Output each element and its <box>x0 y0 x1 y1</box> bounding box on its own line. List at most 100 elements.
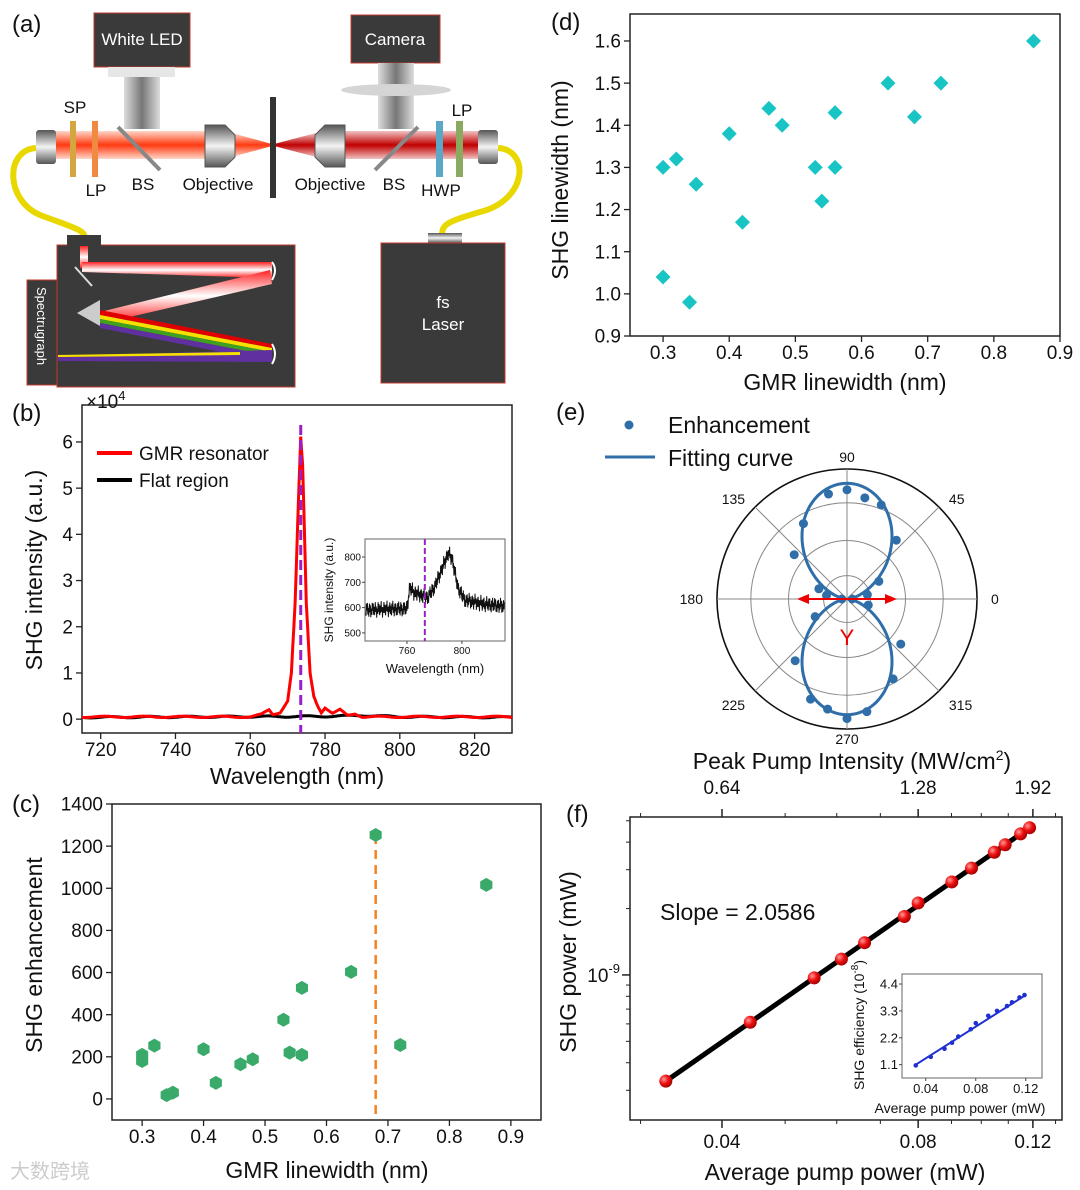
c-data-point <box>234 1057 247 1072</box>
bs-left-label: BS <box>132 175 155 194</box>
c-x-tick-label: 0.4 <box>190 1127 217 1148</box>
f-data-point <box>998 838 1012 852</box>
spectrograph-side-panel <box>26 279 58 386</box>
polar-data-point <box>798 519 808 529</box>
long-pass-filter-right-icon <box>456 121 463 177</box>
b-y-tick-label: 2 <box>62 617 73 638</box>
lp-right-label: LP <box>452 101 473 120</box>
c-data-point <box>394 1038 407 1052</box>
c-data-point <box>148 1038 161 1053</box>
concave-mirror-bottom-icon <box>271 343 276 365</box>
f-inset-y-tick-label: 3.3 <box>880 1003 898 1018</box>
f-data-point <box>807 971 821 985</box>
c-data-point <box>283 1045 296 1060</box>
f-inset-x-tick-label: 0.12 <box>1013 1081 1038 1096</box>
b-inset-x-tick-label: 800 <box>454 646 471 657</box>
polar-plot: 0 45 90 135 180 225 270 315 Y <box>680 449 999 747</box>
polar-data-point <box>823 489 833 499</box>
f-x-tick-label: 0.08 <box>900 1132 937 1153</box>
b-inset-y-tick-label: 500 <box>344 628 361 639</box>
b-y-axis-title: SHG intensity (a.u.) <box>21 470 47 671</box>
f-inset-data-point <box>942 1046 947 1052</box>
f-data-point <box>897 910 911 924</box>
gmr-resonator-curve <box>82 436 513 719</box>
legend-label-flat: Flat region <box>139 471 229 492</box>
f-inset-y-tick-label: 4.4 <box>880 977 898 992</box>
f-x-axis-title: Average pump power (mW) <box>705 1159 986 1185</box>
f-inset-data-point <box>955 1034 961 1039</box>
half-wave-plate-icon <box>436 121 443 177</box>
d-x-axis-title: GMR linewidth (nm) <box>743 369 946 395</box>
legend-label-gmr: GMR resonator <box>139 444 270 465</box>
f-top-tick-label: 0.64 <box>703 778 740 799</box>
b-inset-y-title: SHG intensity (a.u.) <box>322 538 336 643</box>
panel-label-d: (d) <box>551 9 580 36</box>
c-y-tick-label: 1200 <box>61 837 103 858</box>
panel-label-e: (e) <box>556 399 585 426</box>
dispersed-red <box>100 310 272 348</box>
b-y-multiplier: ×104 <box>86 388 125 413</box>
arrowhead-left-icon <box>797 594 809 604</box>
polar-data-point <box>842 485 852 495</box>
panel-label-c: (c) <box>12 791 40 818</box>
d-data-point <box>814 193 830 209</box>
polar-data-point <box>814 584 824 594</box>
d-data-point <box>688 176 704 192</box>
spectrograph-entrance-icon <box>67 235 101 246</box>
b-x-tick-label: 740 <box>160 740 192 761</box>
b-x-tick-label: 780 <box>309 740 341 761</box>
b-x-axis-title: Wavelength (nm) <box>210 763 384 789</box>
f-inset-data-point <box>928 1054 934 1060</box>
white-led-label: White LED <box>101 30 182 49</box>
panel-label-b: (b) <box>12 400 41 427</box>
panel-b-spectrum-chart: Wavelength (nm) SHG intensity (a.u.) ×10… <box>21 388 484 789</box>
f-inset-frame <box>901 973 1043 1079</box>
spectrograph-beam-1 <box>82 262 272 278</box>
c-data-point <box>166 1085 179 1100</box>
polar-angle-label: 135 <box>722 491 746 507</box>
c-x-tick-label: 0.8 <box>436 1127 462 1148</box>
focused-beam-left <box>232 133 272 157</box>
c-y-tick-label: 600 <box>71 963 103 984</box>
b-x-tick-label: 800 <box>384 740 416 761</box>
b-y-tick-label: 5 <box>62 479 73 500</box>
polar-data-point <box>874 576 884 586</box>
d-y-tick-label: 1.4 <box>595 116 622 137</box>
b-inset: 760 800 500 600 700 800 <box>344 538 506 657</box>
arrowhead-right-icon <box>885 594 897 604</box>
bs-right-label: BS <box>383 175 406 194</box>
fs-laser-box <box>380 242 506 384</box>
polar-data-point <box>842 714 852 724</box>
f-inset-data-point <box>968 1026 974 1032</box>
objective-left-icon <box>204 124 236 168</box>
b-x-tick-label: 820 <box>459 740 491 761</box>
d-data-point <box>655 159 671 175</box>
d-data-point <box>933 75 949 91</box>
d-data-point <box>761 100 777 116</box>
f-top-axis-title: Peak Pump Intensity (MW/cm2) <box>693 747 1011 774</box>
d-x-tick-label: 0.9 <box>1047 343 1073 364</box>
f-y-axis-title: SHG power (mW) <box>555 871 581 1052</box>
camera-box <box>350 14 441 64</box>
d-y-tick-label: 1.6 <box>595 32 621 53</box>
c-y-tick-label: 200 <box>71 1047 103 1068</box>
b-x-tick-label: 720 <box>85 740 117 761</box>
c-data-point <box>209 1075 222 1090</box>
white-led-box <box>93 12 191 68</box>
f-x-tick-label: 0.04 <box>703 1132 740 1153</box>
d-plot: 0.3 0.4 0.5 0.6 0.7 0.8 0.9 0.9 1.0 1.1 1.2 1.3 1.4 1… <box>595 13 1073 364</box>
d-data-point <box>807 159 823 175</box>
b-y-tick-label: 4 <box>62 525 73 546</box>
d-x-tick-label: 0.7 <box>914 343 940 364</box>
fiber-coupler-left-icon <box>36 130 56 164</box>
polar-data-point <box>823 704 833 714</box>
d-y-tick-label: 1.2 <box>595 200 621 221</box>
fiber-left <box>10 145 88 241</box>
f-inset-data-point <box>994 1008 1000 1014</box>
b-inset-x-title: Wavelength (nm) <box>386 661 485 676</box>
d-y-tick-label: 1.5 <box>595 74 621 95</box>
f-data-point <box>987 845 1001 859</box>
spectrograph-mirror-icon <box>74 266 93 287</box>
d-data-point <box>906 109 922 125</box>
